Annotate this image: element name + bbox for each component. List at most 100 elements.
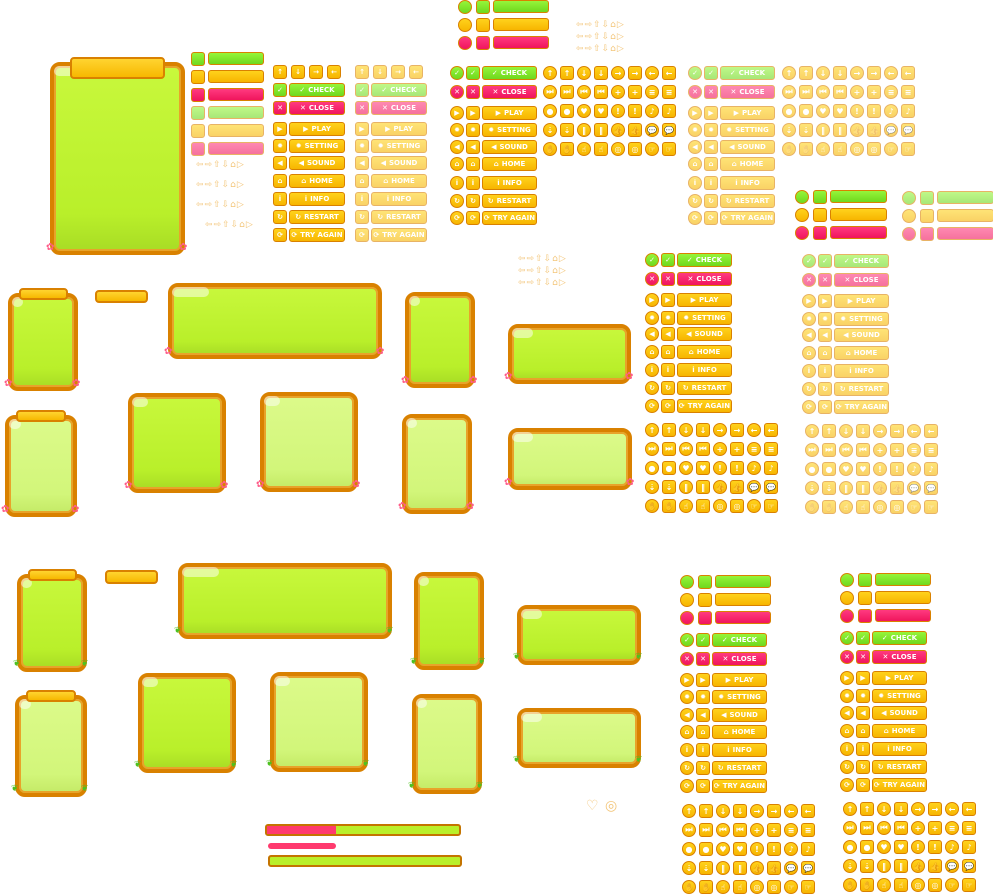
close-round-button[interactable]: ✕ — [645, 272, 659, 286]
play-square-button[interactable]: ▶ — [466, 106, 480, 120]
round-color-button[interactable] — [902, 227, 916, 241]
check-square-button[interactable]: ✓ — [704, 66, 718, 80]
restart-round-button[interactable]: ↻ — [680, 761, 694, 775]
close-square-button[interactable]: ✕ — [661, 272, 675, 286]
info-square-button[interactable]: i — [818, 364, 832, 378]
color-bar-button[interactable] — [493, 18, 549, 31]
color-bar-button[interactable] — [208, 124, 264, 137]
sound-button[interactable]: ◀ SOUND — [712, 708, 767, 722]
info-round-button[interactable]: i — [645, 363, 659, 377]
icon-button[interactable]: → — [867, 66, 881, 80]
home-button[interactable]: ⌂ HOME — [834, 346, 889, 360]
sound-button[interactable]: ◀ SOUND — [720, 140, 775, 154]
icon-button[interactable]: ◎ — [928, 878, 942, 892]
round-color-button[interactable] — [680, 611, 694, 625]
close-square-button[interactable]: ✕ — [466, 85, 480, 99]
icon-button[interactable]: ‖ — [816, 123, 830, 137]
icon-button[interactable]: ↓ — [816, 66, 830, 80]
icon-button[interactable]: ● — [682, 842, 696, 856]
square-color-button[interactable] — [191, 106, 205, 120]
icon-button[interactable]: → — [890, 424, 904, 438]
icon-button[interactable]: ✋ — [699, 880, 713, 894]
icon-button[interactable]: ⏭ — [799, 85, 813, 99]
play-round-button[interactable]: ▶ — [450, 106, 464, 120]
close-square-button[interactable]: ✕ — [818, 273, 832, 287]
round-color-button[interactable] — [795, 190, 809, 204]
icon-button[interactable]: → — [767, 804, 781, 818]
round-color-button[interactable] — [680, 593, 694, 607]
play-round-button[interactable]: ▶ — [840, 671, 854, 685]
icon-button[interactable]: ↓ — [679, 423, 693, 437]
square-color-button[interactable] — [813, 226, 827, 240]
home-round-button[interactable]: ⌂ — [802, 346, 816, 360]
icon-button[interactable]: ! — [867, 104, 881, 118]
icon-button[interactable]: ☞ — [924, 500, 938, 514]
icon-button[interactable]: 👍 — [928, 859, 942, 873]
icon-button[interactable]: ● — [799, 104, 813, 118]
icon-button[interactable]: ♥ — [856, 462, 870, 476]
icon-button[interactable]: ⇣ — [662, 480, 676, 494]
icon-button[interactable]: + — [873, 443, 887, 457]
close-button[interactable]: ✕ CLOSE — [371, 101, 427, 115]
info-square-button[interactable]: i — [355, 192, 369, 206]
icon-button[interactable]: ☞ — [784, 880, 798, 894]
icon-button[interactable]: ! — [730, 461, 744, 475]
icon-button[interactable]: ♪ — [901, 104, 915, 118]
icon-button[interactable]: ● — [822, 462, 836, 476]
play-button[interactable]: ▶ PLAY — [371, 122, 427, 136]
play-round-button[interactable]: ▶ — [680, 673, 694, 687]
icon-button[interactable]: → — [850, 66, 864, 80]
restart-round-button[interactable]: ↻ — [688, 194, 702, 208]
restart-button[interactable]: ↻ RESTART — [834, 382, 889, 396]
color-bar-button[interactable] — [937, 209, 993, 222]
icon-button[interactable]: ● — [543, 104, 557, 118]
close-round-button[interactable]: ✕ — [688, 85, 702, 99]
restart-square-button[interactable]: ↻ — [273, 210, 287, 224]
arrow-icon-button[interactable]: → — [309, 65, 323, 79]
square-color-button[interactable] — [920, 227, 934, 241]
sound-square-button[interactable]: ◀ — [704, 140, 718, 154]
icon-button[interactable]: + — [928, 821, 942, 835]
icon-button[interactable]: ⏮ — [894, 821, 908, 835]
icon-button[interactable]: 💬 — [747, 480, 761, 494]
icon-button[interactable]: ! — [628, 104, 642, 118]
icon-button[interactable]: ‖ — [679, 480, 693, 494]
icon-button[interactable]: ◎ — [628, 142, 642, 156]
icon-button[interactable]: ⏭ — [843, 821, 857, 835]
icon-button[interactable]: ⇣ — [560, 123, 574, 137]
color-bar-button[interactable] — [208, 52, 264, 65]
icon-button[interactable]: ◎ — [767, 880, 781, 894]
setting-square-button[interactable]: ✹ — [661, 311, 675, 325]
icon-button[interactable]: ← — [884, 66, 898, 80]
check-round-button[interactable]: ✓ — [450, 66, 464, 80]
icon-button[interactable]: ⏮ — [839, 443, 853, 457]
icon-button[interactable]: + — [890, 443, 904, 457]
sound-square-button[interactable]: ◀ — [466, 140, 480, 154]
info-round-button[interactable]: i — [688, 176, 702, 190]
icon-button[interactable]: 👍 — [730, 480, 744, 494]
try-again-button[interactable]: ⟳ TRY AGAIN — [482, 211, 537, 225]
icon-button[interactable]: ← — [962, 802, 976, 816]
icon-button[interactable]: ✋ — [645, 499, 659, 513]
info-square-button[interactable]: i — [856, 742, 870, 756]
close-button[interactable]: ✕ CLOSE — [834, 273, 889, 287]
home-round-button[interactable]: ⌂ — [450, 157, 464, 171]
icon-button[interactable]: ♪ — [907, 462, 921, 476]
round-color-button[interactable] — [795, 208, 809, 222]
sound-square-button[interactable]: ◀ — [696, 708, 710, 722]
icon-button[interactable]: ↑ — [682, 804, 696, 818]
icon-button[interactable]: ← — [801, 804, 815, 818]
home-button[interactable]: ⌂ HOME — [289, 174, 345, 188]
color-bar-button[interactable] — [937, 191, 993, 204]
home-button[interactable]: ⌂ HOME — [720, 157, 775, 171]
sound-square-button[interactable]: ◀ — [273, 156, 287, 170]
icon-button[interactable]: ↓ — [894, 802, 908, 816]
icon-button[interactable]: ● — [843, 840, 857, 854]
info-button[interactable]: i INFO — [371, 192, 427, 206]
icon-button[interactable]: ⏮ — [594, 85, 608, 99]
square-color-button[interactable] — [476, 18, 490, 32]
sound-button[interactable]: ◀ SOUND — [289, 156, 345, 170]
check-square-button[interactable]: ✓ — [856, 631, 870, 645]
sound-square-button[interactable]: ◀ — [661, 327, 675, 341]
icon-button[interactable]: ≡ — [747, 442, 761, 456]
